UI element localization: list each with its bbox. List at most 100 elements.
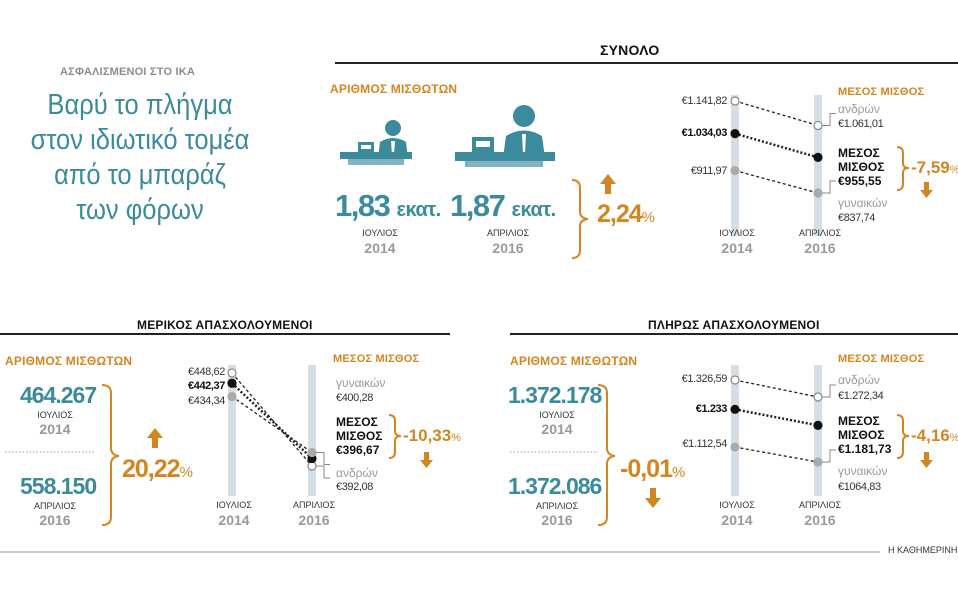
slope-charts xyxy=(227,95,836,496)
year-label: 2016 xyxy=(804,512,836,528)
data-label: €1.233 xyxy=(695,403,728,415)
data-label: €442,37 xyxy=(188,380,225,392)
axis-bar-2014 xyxy=(228,365,236,496)
month-label: ΙΟΥΛΙΟΣ xyxy=(362,228,398,238)
axis-bar-2016 xyxy=(308,365,316,496)
avg-wage-heading: ΜΕΣΟΣ ΜΙΣΘΟΣ xyxy=(838,86,925,98)
brace-full-emp xyxy=(597,384,616,526)
section-rule xyxy=(335,62,958,64)
percent-sign: % xyxy=(451,432,461,444)
data-label: €448,62 xyxy=(188,366,225,378)
data-label: €1.272,34 xyxy=(838,390,884,402)
wage-change-partial: -10,33% xyxy=(403,426,461,446)
avg-line: ΜΕΣΟΣ xyxy=(838,414,880,428)
value: 20,22 xyxy=(122,455,181,483)
label-leader xyxy=(316,452,330,466)
data-point xyxy=(730,129,740,139)
arrow-down-icon xyxy=(420,452,433,468)
data-point xyxy=(813,392,823,402)
value: -7,59 xyxy=(911,158,950,177)
arrow-up-icon xyxy=(147,428,163,448)
month-label: ΑΠΡΙΛΙΟΣ xyxy=(33,501,77,511)
unit: εκατ. xyxy=(396,199,441,221)
footer-rule xyxy=(0,551,880,553)
data-point xyxy=(227,368,237,378)
avg-wage-heading: ΜΕΣΟΣ ΜΙΣΘΟΣ xyxy=(838,353,925,365)
year-label: 2014 xyxy=(218,512,250,528)
year-label: 2016 xyxy=(39,512,71,528)
series-label-men: ανδρών xyxy=(838,373,880,387)
series-line xyxy=(734,446,819,463)
series-line xyxy=(734,169,819,194)
source-credit: Η ΚΑΘΗΜΕΡΙΝΗ xyxy=(888,545,958,555)
value: -4,16 xyxy=(911,426,950,445)
axis-bar-2014 xyxy=(731,95,739,236)
avg-wage-label: ΜΕΣΟΣ ΜΙΣΘΟΣ €955,55 xyxy=(838,146,884,188)
data-label: €955,55 xyxy=(838,174,882,188)
kicker: ΑΣΦΑΛΙΣΜΕΝΟΙ ΣΤΟ ΙΚΑ xyxy=(60,66,196,78)
series-line xyxy=(734,132,819,159)
brace-partial-emp xyxy=(101,384,120,526)
data-label: €400,28 xyxy=(336,392,373,404)
month-label: ΑΠΡΙΛΙΟΣ xyxy=(292,500,336,510)
avg-line: ΜΙΣΘΟΣ xyxy=(336,429,383,443)
wage-change-total: -7,59% xyxy=(911,158,958,178)
month-label: ΙΟΥΛΙΟΣ xyxy=(216,500,252,510)
year-label: 2014 xyxy=(721,512,753,528)
data-point xyxy=(307,461,317,471)
value: 1,83 xyxy=(335,188,391,223)
month-label: ΑΠΡΙΛΙΟΣ xyxy=(486,228,530,238)
arrows xyxy=(147,174,933,508)
section-rule xyxy=(0,333,450,335)
employees-2014-full: 1.372.178 xyxy=(508,382,602,408)
employees-2016-partial: 558.150 xyxy=(20,473,97,499)
avg-wage-label: ΜΕΣΟΣ ΜΙΣΘΟΣ €1.181,73 xyxy=(838,414,891,456)
headline-line: Βαρύ το πλήγμα xyxy=(47,89,233,121)
data-point xyxy=(813,120,823,131)
employees-heading: ΑΡΙΘΜΟΣ ΜΙΣΘΩΤΩΝ xyxy=(5,354,133,368)
value: -0,01 xyxy=(620,455,673,483)
avg-line: ΜΕΣΟΣ xyxy=(838,146,880,160)
year-label: 2014 xyxy=(364,240,396,256)
unit: εκατ. xyxy=(511,199,556,221)
data-label: €392,08 xyxy=(336,481,373,493)
brace-total-emp xyxy=(571,179,589,259)
arrow-down-icon xyxy=(645,488,661,508)
data-label: €1064,83 xyxy=(838,481,881,493)
avg-line: ΜΙΣΘΟΣ xyxy=(838,428,885,442)
year-label: 2016 xyxy=(541,512,573,528)
series-line xyxy=(734,408,819,427)
employees-heading: ΑΡΙΘΜΟΣ ΜΙΣΘΩΤΩΝ xyxy=(330,82,458,96)
month-label: ΙΟΥΛΙΟΣ xyxy=(719,228,755,238)
year-label: 2014 xyxy=(541,421,573,437)
data-point xyxy=(813,188,823,198)
employees-change-total: 2,24% xyxy=(597,200,655,229)
data-point xyxy=(227,391,237,402)
percent-sign: % xyxy=(641,209,655,226)
data-point xyxy=(730,96,740,106)
axis-bar-2016 xyxy=(814,365,822,496)
month-label: ΑΠΡΙΛΙΟΣ xyxy=(535,501,579,511)
data-point xyxy=(813,420,823,430)
month-label: ΙΟΥΛΙΟΣ xyxy=(539,410,575,420)
series-label-women: γυναικών xyxy=(838,196,888,210)
year-label: 2016 xyxy=(492,240,524,256)
label-leader xyxy=(316,465,330,479)
data-point xyxy=(227,378,237,388)
percent-sign: % xyxy=(179,464,193,481)
label-leader xyxy=(822,449,836,463)
series-label-men: ανδρών xyxy=(838,102,880,116)
headline-line: από το μπαράζ xyxy=(54,159,226,191)
data-point xyxy=(730,442,740,452)
arrow-down-icon xyxy=(920,182,933,198)
section-title-total: ΣΥΝΟΛΟ xyxy=(600,42,660,58)
value: 1,87 xyxy=(450,188,506,223)
worker-icon-large xyxy=(455,105,555,167)
arrow-down-icon xyxy=(920,452,933,468)
data-label: €837,74 xyxy=(838,212,875,224)
series-label-women: γυναικών xyxy=(838,464,888,478)
year-label: 2016 xyxy=(298,512,330,528)
employees-2016-full: 1.372.086 xyxy=(508,473,602,499)
employees-2014-partial: 464.267 xyxy=(20,382,97,408)
series-line xyxy=(231,382,313,460)
